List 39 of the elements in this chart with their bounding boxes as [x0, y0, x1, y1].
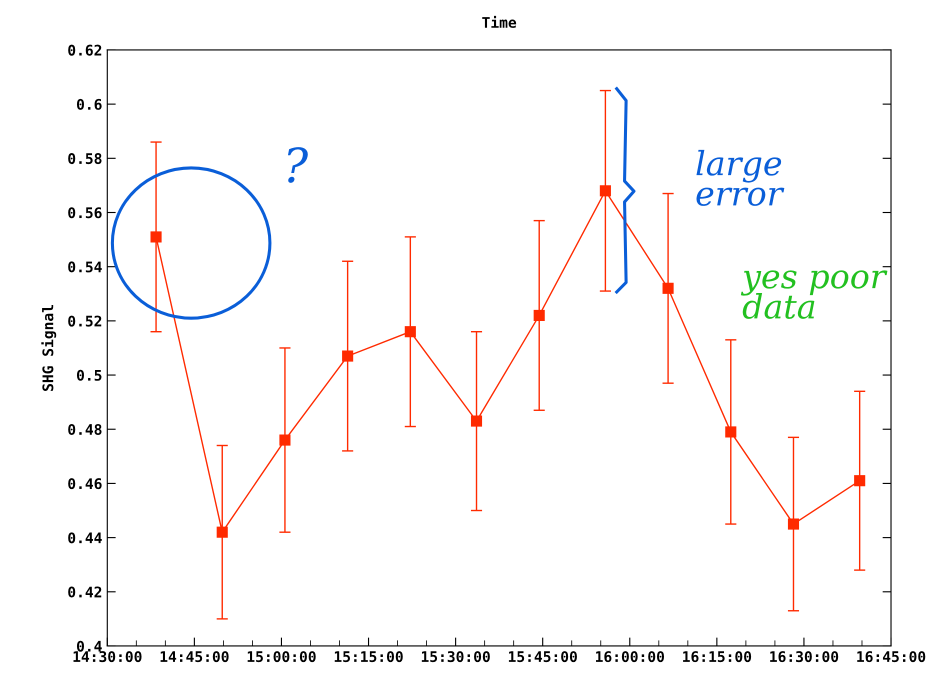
y-tick-label: 0.46 — [68, 478, 102, 490]
y-tick-label: 0.4 — [76, 640, 102, 652]
x-tick-label: 15:00:00 — [248, 651, 316, 662]
x-tick-label: 14:30:00 — [74, 651, 142, 662]
annotation: yes poor data — [740, 270, 888, 319]
annotation: ? — [288, 147, 308, 183]
x-tick-label: 15:15:00 — [334, 651, 403, 662]
point — [150, 231, 162, 242]
point — [600, 185, 611, 196]
x-tick-label: 15:45:00 — [508, 651, 577, 662]
y-tick-label: 0.54 — [68, 261, 102, 272]
x-tick-label: 16:00:00 — [596, 651, 664, 662]
point — [470, 416, 482, 427]
x-tick-label: 16:30:00 — [770, 651, 838, 662]
point — [725, 426, 736, 438]
point — [662, 282, 674, 294]
x-tick-label: 14:45:00 — [160, 651, 229, 662]
point — [788, 518, 800, 530]
y-tick-label: 0.48 — [68, 424, 102, 435]
point — [279, 434, 290, 446]
annotation: large error — [696, 150, 784, 206]
y-tick-label: 0.58 — [68, 153, 102, 164]
x-tick-label: 16:15:00 — [683, 651, 752, 662]
point — [216, 526, 228, 538]
y-tick-label: 0.62 — [68, 44, 102, 56]
point — [404, 326, 416, 338]
point — [854, 475, 866, 486]
y-tick-label: 0.42 — [68, 586, 102, 598]
y-tick-label: 0.56 — [68, 207, 102, 218]
y-tick-label: 0.52 — [68, 316, 102, 327]
point — [342, 350, 354, 362]
point — [534, 310, 545, 322]
x-tick-label: 15:30:00 — [422, 651, 490, 662]
chart-title: Time — [482, 16, 516, 28]
y-tick-label: 0.44 — [68, 532, 102, 544]
y-axis-title: SHG Signal — [41, 305, 56, 391]
y-tick-label: 0.6 — [76, 98, 102, 110]
y-tick-label: 0.5 — [76, 370, 102, 381]
x-tick-label: 16:45:00 — [857, 651, 926, 662]
